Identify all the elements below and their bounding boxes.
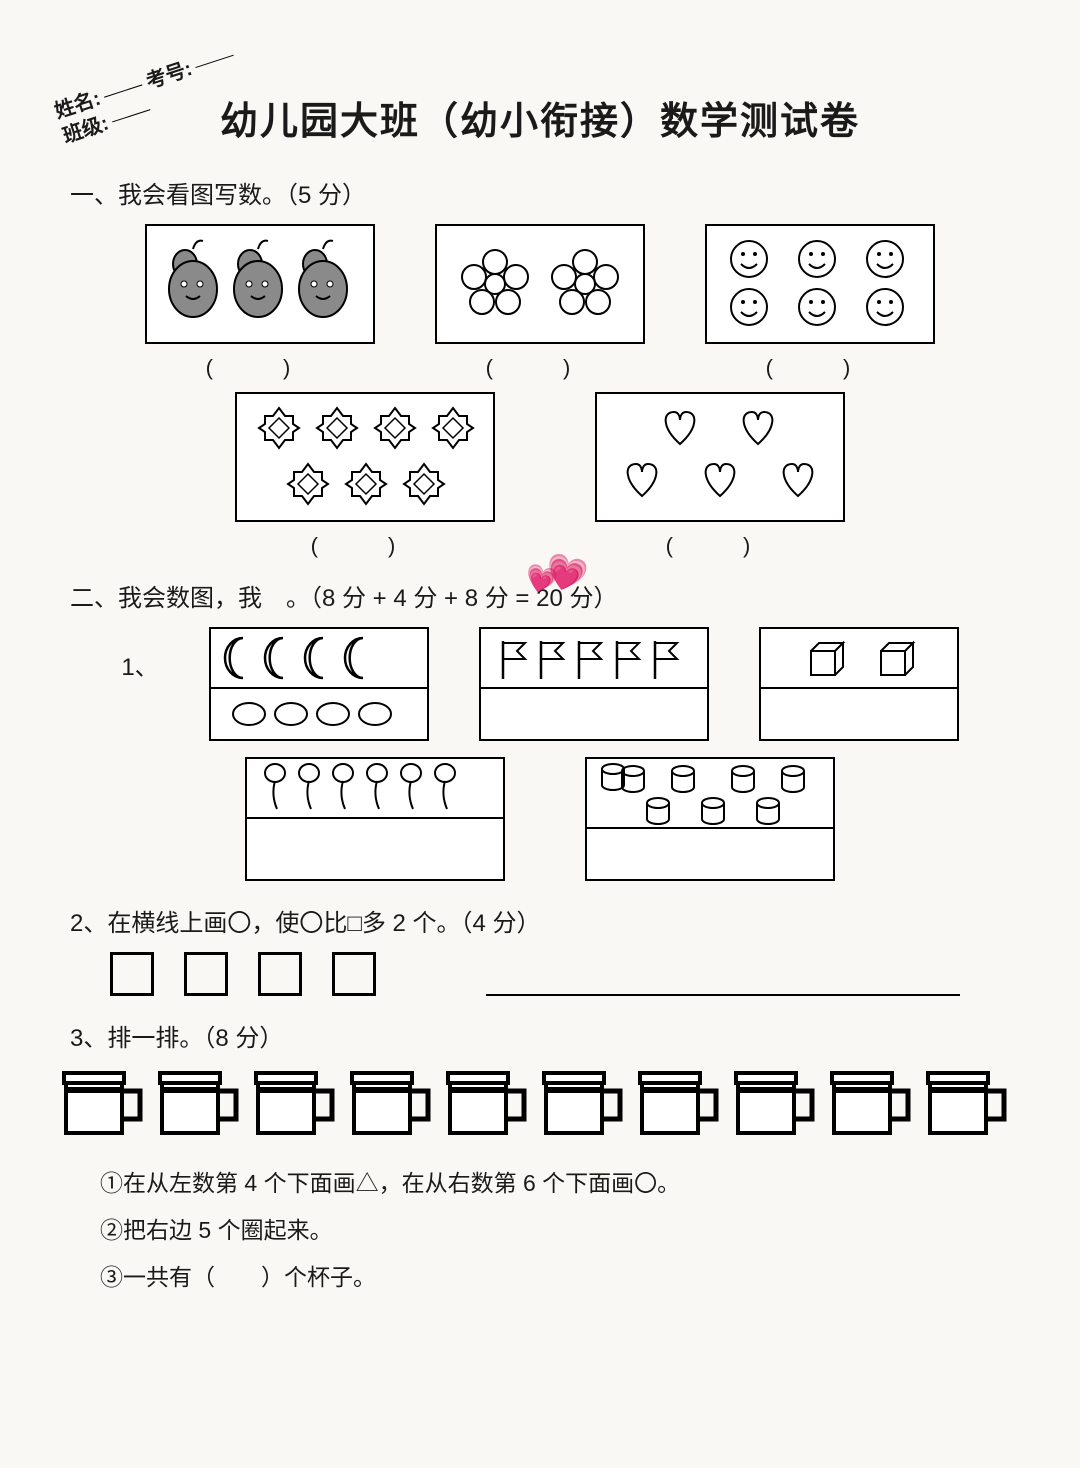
q2-squares-row [110, 952, 1020, 996]
spoons-icon [257, 761, 493, 815]
square-icon [258, 952, 302, 996]
answer-line[interactable] [486, 952, 960, 996]
q2-spoons-box [245, 757, 505, 881]
q1-pears-card: ( ) [145, 224, 375, 382]
q2-line2: ②把右边 5 个圈起来。 [100, 1212, 1020, 1249]
ovals-icon [221, 694, 417, 734]
answer-paren[interactable]: ( ) [235, 528, 495, 560]
q1-hearts-card: ( ) [595, 392, 845, 560]
q2-cylinders-box [585, 757, 835, 881]
flowers-icon [450, 234, 630, 334]
flags-icon [491, 633, 697, 683]
smiles-icon [719, 234, 921, 334]
q1-flowers-card: ( ) [435, 224, 645, 382]
cubes-icon [771, 633, 947, 683]
square-icon [110, 952, 154, 996]
q2-row1: 1、 [60, 627, 1020, 741]
q2-sub2: 2、在横线上画〇，使〇比□多 2 个。（4 分） [70, 903, 1020, 938]
square-icon [332, 952, 376, 996]
q1-row1: ( ) ( ) [60, 224, 1020, 382]
answer-paren[interactable]: ( ) [705, 350, 935, 382]
q1-row2: ( ) ( ) [60, 392, 1020, 560]
q1-heading: 一、我会看图写数。（5 分） [70, 175, 1020, 210]
hearts-icon [610, 402, 830, 512]
answer-paren[interactable]: ( ) [595, 528, 845, 560]
q1-diamonds-card: ( ) [235, 392, 495, 560]
q2-line1: ①在从左数第 4 个下面画△，在从右数第 6 个下面画〇。 [100, 1165, 1020, 1202]
diamonds-icon [249, 400, 481, 515]
answer-area[interactable] [247, 819, 503, 869]
q2-sub3: 3、排一排。（8 分） [70, 1018, 1020, 1053]
answer-area[interactable] [481, 689, 707, 739]
answer-paren[interactable]: ( ) [145, 350, 375, 382]
q2-line3[interactable]: ③一共有（ ）个杯子。 [100, 1259, 1020, 1296]
moons-icon [221, 633, 417, 683]
cups-icon [60, 1067, 1020, 1147]
q2-moons-box [209, 627, 429, 741]
q2-flags-box [479, 627, 709, 741]
cups-row [60, 1067, 1020, 1147]
q1-smiles-card: ( ) [705, 224, 935, 382]
pears-icon [160, 234, 360, 334]
square-icon [184, 952, 228, 996]
answer-area[interactable] [761, 689, 957, 739]
q2-cubes-box [759, 627, 959, 741]
q2-label1: 1、 [121, 647, 158, 682]
q2-row2 [60, 757, 1020, 881]
cylinders-icon [597, 761, 823, 825]
answer-paren[interactable]: ( ) [435, 350, 645, 382]
answer-area[interactable] [587, 829, 833, 879]
